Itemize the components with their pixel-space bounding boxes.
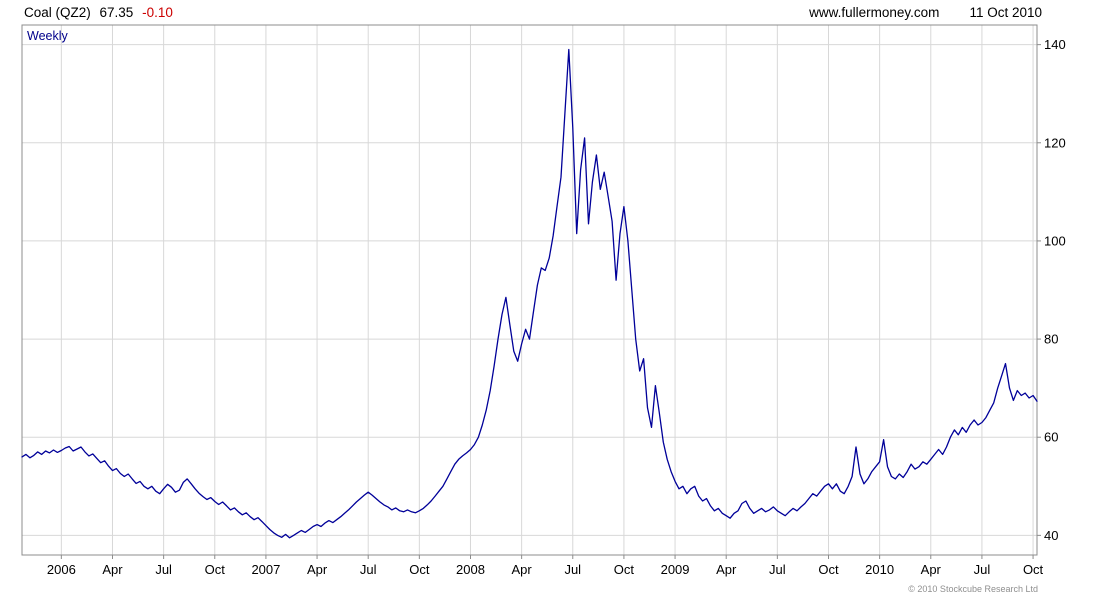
y-tick-label: 100: [1044, 233, 1066, 248]
x-tick-label: Oct: [614, 562, 635, 577]
x-tick-label: Jul: [769, 562, 786, 577]
timeframe-label: Weekly: [27, 29, 68, 43]
x-tick-label: 2006: [47, 562, 76, 577]
x-tick-label: Apr: [307, 562, 328, 577]
y-tick-label: 140: [1044, 37, 1066, 52]
chart-header-right: www.fullermoney.com 11 Oct 2010: [809, 5, 1042, 20]
price-line: [21, 48, 1038, 539]
x-tick-label: Oct: [818, 562, 839, 577]
x-tick-label: Oct: [1023, 562, 1044, 577]
website-text: www.fullermoney.com: [809, 5, 940, 20]
y-tick-label: 40: [1044, 528, 1058, 543]
x-tick-label: Jul: [564, 562, 581, 577]
x-tick-label: Jul: [974, 562, 991, 577]
chart-header-left: Coal (QZ2) 67.35 -0.10: [24, 5, 173, 20]
x-tick-label: Jul: [360, 562, 377, 577]
copyright-text: © 2010 Stockcube Research Ltd: [908, 584, 1038, 594]
x-tick-label: Oct: [205, 562, 226, 577]
x-tick-label: Apr: [716, 562, 737, 577]
x-tick-label: Apr: [512, 562, 533, 577]
x-tick-label: Jul: [155, 562, 172, 577]
x-tick-label: 2010: [865, 562, 894, 577]
y-tick-label: 120: [1044, 135, 1066, 150]
x-tick-label: Apr: [102, 562, 123, 577]
y-tick-label: 80: [1044, 332, 1058, 347]
price-change: -0.10: [142, 5, 173, 20]
x-tick-label: Apr: [921, 562, 942, 577]
x-tick-label: 2008: [456, 562, 485, 577]
last-price: 67.35: [99, 5, 134, 20]
plot-border: [21, 24, 1038, 556]
date-text: 11 Oct 2010: [969, 5, 1042, 20]
x-tick-label: Oct: [409, 562, 430, 577]
x-tick-label: 2009: [661, 562, 690, 577]
y-tick-label: 60: [1044, 430, 1058, 445]
x-tick-label: 2007: [251, 562, 280, 577]
instrument-name: Coal (QZ2): [24, 5, 91, 20]
